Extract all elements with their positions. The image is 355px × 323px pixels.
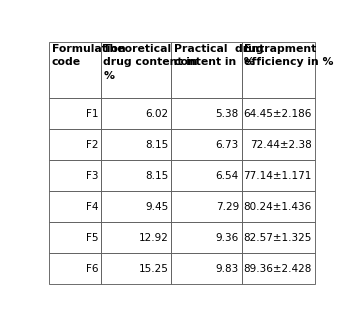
Bar xyxy=(242,254,315,285)
Text: 82.57±1.325: 82.57±1.325 xyxy=(244,233,312,243)
Text: 6.73: 6.73 xyxy=(215,140,239,150)
Text: F6: F6 xyxy=(86,264,98,274)
Bar xyxy=(49,42,101,98)
Bar xyxy=(49,98,101,129)
Text: F1: F1 xyxy=(86,109,98,119)
Text: 80.24±1.436: 80.24±1.436 xyxy=(244,202,312,212)
Text: 9.45: 9.45 xyxy=(145,202,169,212)
Text: 72.44±2.38: 72.44±2.38 xyxy=(250,140,312,150)
Bar xyxy=(171,192,242,223)
Bar xyxy=(101,254,171,285)
Text: 6.02: 6.02 xyxy=(146,109,169,119)
Bar xyxy=(49,223,101,254)
Text: Theoretical
drug content in
%: Theoretical drug content in % xyxy=(103,44,198,81)
Bar xyxy=(171,129,242,160)
Bar xyxy=(101,42,171,98)
Bar xyxy=(49,129,101,160)
Text: 77.14±1.171: 77.14±1.171 xyxy=(244,171,312,181)
Bar xyxy=(101,160,171,192)
Text: 15.25: 15.25 xyxy=(139,264,169,274)
Text: 9.83: 9.83 xyxy=(215,264,239,274)
Text: F2: F2 xyxy=(86,140,98,150)
Bar xyxy=(101,129,171,160)
Text: 6.54: 6.54 xyxy=(215,171,239,181)
Bar xyxy=(49,192,101,223)
Bar xyxy=(171,98,242,129)
Bar xyxy=(49,160,101,192)
Text: F3: F3 xyxy=(86,171,98,181)
Text: Practical  drug
content in  %: Practical drug content in % xyxy=(174,44,263,68)
Text: 89.36±2.428: 89.36±2.428 xyxy=(244,264,312,274)
Text: 5.38: 5.38 xyxy=(215,109,239,119)
Text: 64.45±2.186: 64.45±2.186 xyxy=(244,109,312,119)
Text: F4: F4 xyxy=(86,202,98,212)
Bar xyxy=(242,129,315,160)
Bar xyxy=(171,160,242,192)
Text: F5: F5 xyxy=(86,233,98,243)
Text: 8.15: 8.15 xyxy=(145,140,169,150)
Text: 12.92: 12.92 xyxy=(139,233,169,243)
Bar xyxy=(101,98,171,129)
Bar xyxy=(101,192,171,223)
Bar xyxy=(171,223,242,254)
Bar xyxy=(242,160,315,192)
Bar xyxy=(101,223,171,254)
Text: 9.36: 9.36 xyxy=(215,233,239,243)
Bar xyxy=(242,223,315,254)
Text: 7.29: 7.29 xyxy=(215,202,239,212)
Text: Entrapment
efficiency in %: Entrapment efficiency in % xyxy=(244,44,333,68)
Bar xyxy=(171,42,242,98)
Text: Formulation
code: Formulation code xyxy=(51,44,125,68)
Bar xyxy=(242,98,315,129)
Bar xyxy=(242,42,315,98)
Bar xyxy=(242,192,315,223)
Bar xyxy=(171,254,242,285)
Text: 8.15: 8.15 xyxy=(145,171,169,181)
Bar xyxy=(49,254,101,285)
